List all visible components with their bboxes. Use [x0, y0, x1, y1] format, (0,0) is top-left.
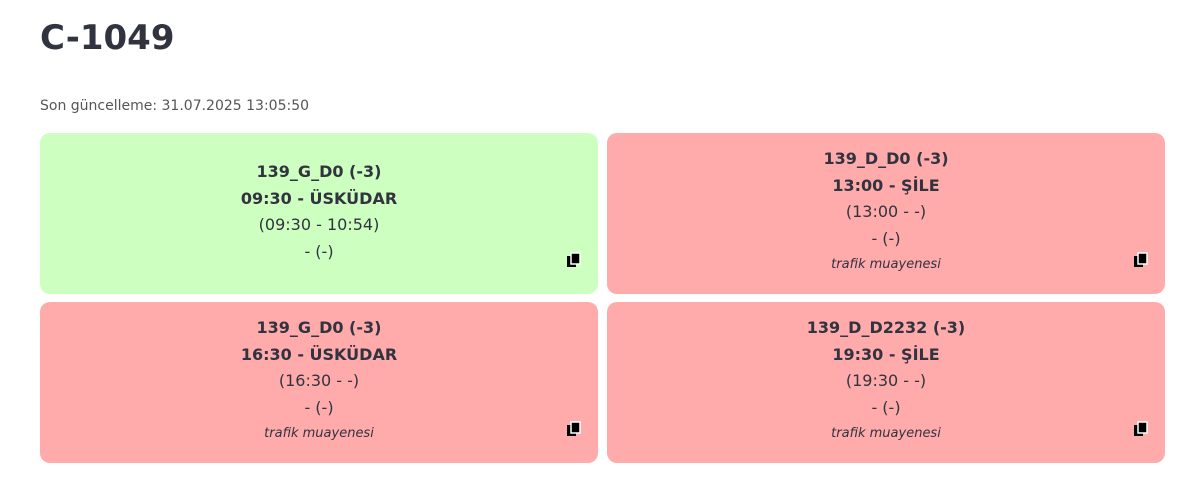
trip-card[interactable]: 139_D_D2232 (-3) 19:30 - ŞİLE (19:30 - -) -…	[607, 302, 1165, 463]
trip-card[interactable]: 139_G_D0 (-3) 09:30 - ÜSKÜDAR (09:30 - 10:…	[40, 133, 598, 294]
card-times: (16:30 - -)	[278, 371, 360, 390]
card-route: 13:00 - ŞİLE	[832, 175, 940, 195]
trip-card[interactable]: 139_D_D0 (-3) 13:00 - ŞİLE (13:00 - -) - (-…	[607, 133, 1165, 294]
card-extra: - (-)	[871, 228, 901, 248]
card-route: 09:30 - ÜSKÜDAR	[240, 188, 398, 208]
copy-icon[interactable]	[566, 421, 582, 437]
card-code: 139_D_D0 (-3)	[823, 149, 949, 168]
card-route: 16:30 - ÜSKÜDAR	[240, 344, 398, 364]
card-note: trafik muayenesi	[831, 426, 941, 441]
card-code: 139_G_D0 (-3)	[256, 318, 382, 337]
trip-card[interactable]: 139_G_D0 (-3) 16:30 - ÜSKÜDAR (16:30 - -) -…	[40, 302, 598, 463]
card-code: 139_D_D2232 (-3)	[806, 318, 966, 337]
card-extra: - (-)	[304, 397, 334, 417]
copy-icon[interactable]	[566, 252, 582, 268]
card-note: trafik muayenesi	[264, 426, 374, 441]
card-times: (19:30 - -)	[845, 371, 927, 390]
title: C-1049	[40, 18, 175, 58]
card-route: 19:30 - ŞİLE	[832, 344, 940, 364]
card-note: trafik muayenesi	[831, 257, 941, 272]
card-code: 139_G_D0 (-3)	[256, 162, 382, 181]
card-times: (13:00 - -)	[845, 202, 927, 221]
card-times: (09:30 - 10:54)	[258, 215, 380, 234]
copy-icon[interactable]	[1133, 252, 1149, 268]
card-grid: 139_G_D0 (-3) 09:30 - ÜSKÜDAR (09:30 - 10:…	[40, 133, 1165, 463]
card-extra: - (-)	[304, 241, 334, 261]
last-updated: Son güncelleme: 31.07.2025 13:05:50	[40, 98, 310, 114]
card-extra: - (-)	[871, 397, 901, 417]
copy-icon[interactable]	[1133, 421, 1149, 437]
